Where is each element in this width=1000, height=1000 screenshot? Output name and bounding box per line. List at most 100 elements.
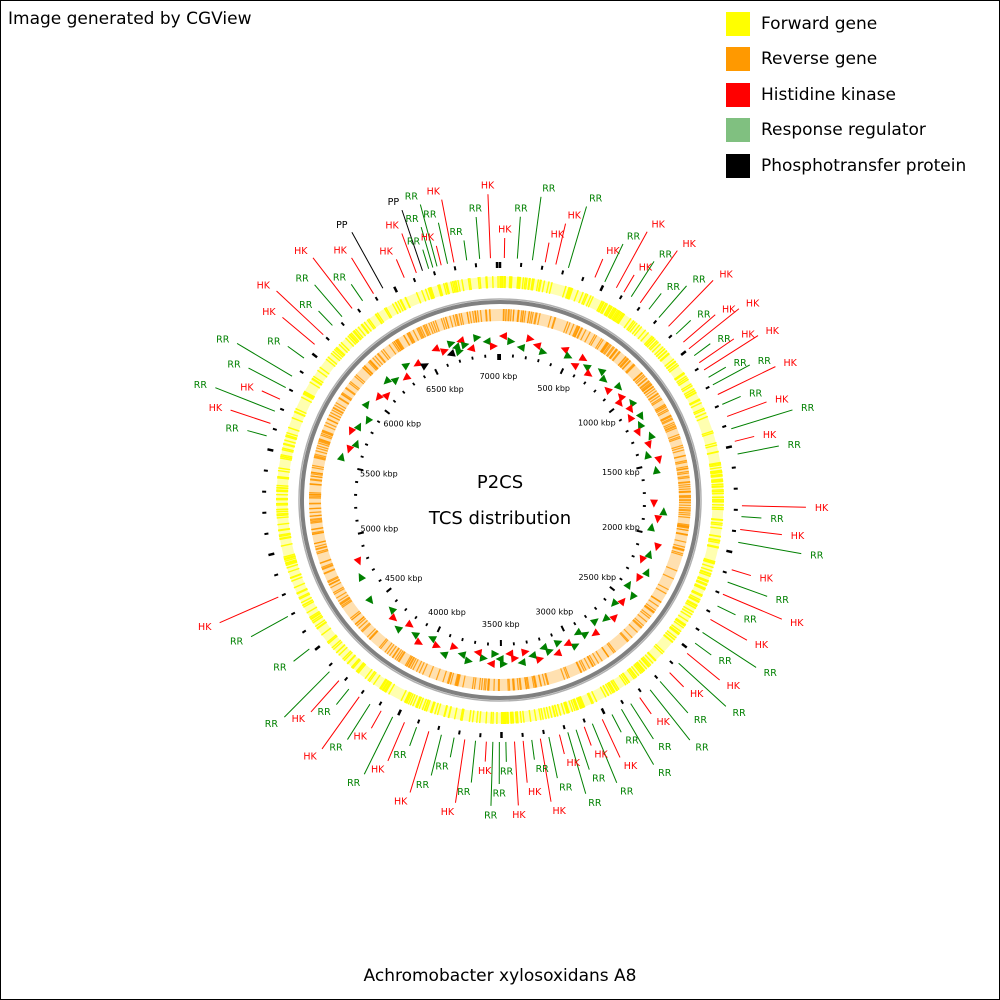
reverse-gene-mark	[318, 440, 330, 446]
hk-label: HK	[567, 758, 581, 769]
reverse-gene-mark	[316, 549, 329, 555]
forward-gene-mark	[289, 573, 302, 579]
forward-gene-mark	[338, 646, 348, 656]
reverse-gene-mark	[588, 334, 596, 346]
reverse-gene-mark	[675, 532, 688, 536]
pp-callout-line	[351, 231, 384, 289]
rr-label: RR	[770, 514, 784, 525]
forward-gene-mark	[608, 307, 617, 319]
forward-gene-mark	[688, 596, 700, 603]
reverse-gene-mark	[338, 396, 350, 405]
forward-gene-mark	[436, 703, 442, 716]
reverse-gene-mark	[332, 406, 344, 414]
rr-marker	[482, 337, 491, 346]
forward-gene-mark	[330, 352, 341, 362]
inner-tick	[603, 597, 607, 602]
forward-gene-mark	[690, 401, 703, 409]
reverse-gene-mark	[583, 657, 591, 669]
reverse-gene-mark	[430, 321, 436, 334]
inner-tick	[537, 359, 540, 363]
forward-gene-mark	[677, 376, 688, 385]
inner-tick	[412, 382, 416, 386]
forward-gene-mark	[633, 326, 643, 337]
hk-label: HK	[755, 640, 769, 651]
forward-gene-mark	[683, 605, 695, 613]
rr-callout-line	[693, 343, 711, 357]
hk-label: HK	[478, 766, 492, 777]
forward-gene-mark	[637, 329, 647, 340]
rr-label: RR	[194, 380, 208, 391]
forward-gene-mark	[693, 407, 705, 414]
hk-label: HK	[481, 181, 495, 192]
rr-callout-line	[611, 714, 622, 733]
forward-gene-mark	[418, 697, 425, 710]
hk-callout-line	[370, 710, 382, 729]
rr-label: RR	[625, 736, 639, 747]
forward-gene-mark	[684, 389, 696, 397]
forward-gene-mark	[364, 668, 373, 680]
reverse-gene-mark	[454, 673, 459, 686]
inner-tick	[370, 431, 374, 435]
forward-gene-mark	[327, 635, 338, 645]
reverse-gene-mark	[480, 678, 484, 691]
outer-tick	[562, 724, 566, 730]
tick-label: 4000 kbp	[428, 608, 466, 617]
hk-callout-line	[321, 696, 360, 750]
inner-tick	[560, 625, 565, 632]
reverse-gene-mark	[518, 677, 522, 690]
reverse-gene-mark	[345, 386, 356, 395]
forward-gene-mark	[400, 689, 407, 702]
forward-gene-mark	[703, 558, 716, 564]
hk-label: HK	[354, 732, 368, 743]
forward-gene-mark	[578, 291, 584, 304]
outer-tick	[453, 266, 457, 271]
outer-tick	[360, 689, 365, 695]
reverse-gene-mark	[513, 678, 516, 691]
reverse-gene-mark	[388, 645, 397, 657]
outer-tick	[731, 529, 737, 533]
reverse-gene-mark	[646, 390, 657, 399]
forward-gene-mark	[696, 579, 708, 586]
forward-gene-mark	[678, 378, 689, 387]
outer-tick	[264, 532, 269, 536]
forward-gene-mark	[444, 282, 450, 295]
outer-tick	[357, 308, 362, 313]
forward-gene-mark	[361, 323, 370, 334]
forward-gene-mark	[457, 279, 461, 292]
forward-gene-mark	[332, 641, 343, 651]
forward-gene-mark	[681, 607, 693, 616]
rr-marker	[472, 334, 482, 343]
reverse-gene-mark	[669, 437, 681, 443]
reverse-gene-mark	[321, 564, 334, 571]
reverse-gene-mark	[584, 331, 591, 343]
tick-label: 500 kbp	[537, 384, 570, 393]
forward-gene-mark	[296, 587, 308, 594]
reverse-gene-mark	[452, 314, 457, 327]
hk-marker	[413, 358, 423, 367]
reverse-gene-mark	[489, 309, 492, 322]
reverse-gene-mark	[628, 623, 638, 633]
hk-label: HK	[606, 246, 620, 257]
forward-gene-mark	[479, 711, 482, 724]
forward-gene-mark	[285, 560, 298, 565]
reverse-gene-mark	[678, 513, 691, 516]
rr-marker	[589, 618, 599, 627]
forward-gene-mark	[383, 307, 392, 319]
forward-gene-mark	[573, 698, 580, 711]
reverse-gene-mark	[460, 312, 465, 325]
reverse-gene-mark	[516, 678, 519, 691]
reverse-gene-mark	[640, 382, 652, 391]
forward-gene-mark	[570, 699, 576, 712]
tick-label: 5500 kbp	[360, 470, 398, 479]
rr-callout-line	[335, 688, 350, 705]
rr-marker	[573, 627, 583, 636]
reverse-gene-mark	[310, 478, 323, 481]
rr-label: RR	[216, 334, 230, 345]
hk-marker	[402, 372, 412, 381]
hk-marker	[375, 392, 384, 401]
forward-gene-mark	[598, 301, 606, 313]
rr-marker	[464, 656, 473, 665]
hk-marker	[591, 628, 601, 637]
forward-gene-mark	[281, 447, 294, 452]
forward-gene-mark	[706, 544, 719, 549]
